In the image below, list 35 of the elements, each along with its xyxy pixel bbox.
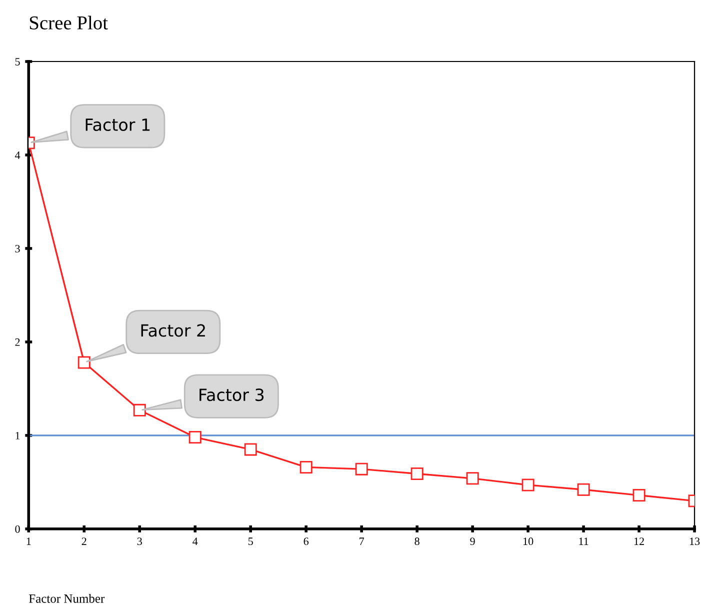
- y-tick-label: 3: [15, 244, 20, 252]
- x-tick-label: 4: [192, 538, 198, 545]
- x-tick-label: 6: [304, 538, 309, 546]
- x-tick-label: 2: [82, 538, 86, 545]
- point: [522, 478, 534, 492]
- point: [244, 443, 257, 456]
- annotation: Factor 1: [86, 118, 150, 131]
- x-tick-label: 3: [137, 538, 142, 546]
- x-tick-label: 11: [579, 538, 588, 545]
- point: [355, 462, 368, 476]
- point: [577, 483, 590, 496]
- point: [632, 488, 646, 502]
- y-tick-label: 2: [15, 338, 20, 346]
- point: [410, 467, 424, 480]
- x-tick-label: 9: [470, 538, 475, 546]
- point: [133, 404, 146, 416]
- chart-title: Scree Plot: [30, 16, 108, 30]
- x-tick-label: 7: [360, 538, 364, 545]
- y-tick-label: 0: [15, 525, 20, 533]
- point: [300, 460, 312, 474]
- x-tick-label: 12: [634, 538, 644, 545]
- x-tick-label: 10: [523, 538, 534, 546]
- x-tick-label: 5: [248, 538, 253, 546]
- point: [188, 431, 202, 444]
- point: [78, 356, 90, 369]
- y-tick-label: 4: [14, 152, 20, 159]
- x-axis-title: Factor Number: [29, 594, 105, 603]
- x-tick-label: 8: [414, 538, 420, 546]
- x-tick-label: 1: [26, 538, 31, 545]
- point: [466, 472, 479, 485]
- annotation: Factor 3: [200, 388, 264, 402]
- y-tick-label: 5: [15, 58, 20, 66]
- annotation: Factor 2: [141, 324, 205, 337]
- x-tick-label: 13: [690, 538, 700, 546]
- y-tick-label: 1: [16, 432, 20, 440]
